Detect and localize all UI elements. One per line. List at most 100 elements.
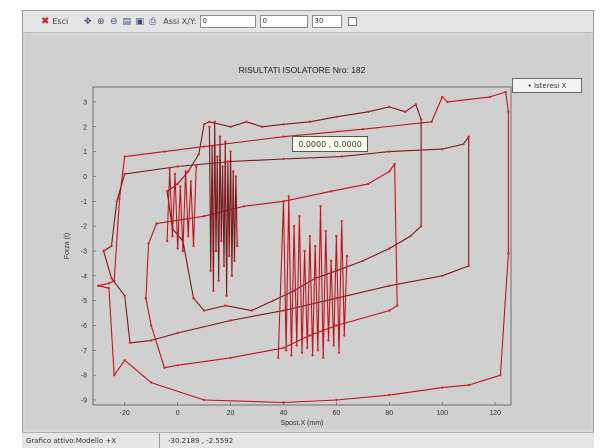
- x-tick-label: 120: [489, 410, 501, 417]
- data-point: [234, 175, 238, 178]
- data-point: [409, 234, 412, 238]
- data-point: [176, 331, 179, 335]
- data-point: [123, 294, 126, 297]
- data-point: [202, 123, 206, 126]
- data-point: [184, 170, 187, 173]
- data-point: [271, 299, 275, 302]
- copy-icon[interactable]: ▤: [122, 16, 131, 27]
- data-point: [165, 190, 169, 193]
- data-point: [155, 222, 158, 225]
- data-point: [173, 172, 177, 176]
- data-point: [192, 297, 195, 300]
- data-point: [210, 145, 214, 148]
- data-point: [324, 229, 327, 233]
- data-point: [298, 215, 301, 218]
- data-point: [176, 247, 179, 250]
- axes-max-field[interactable]: 30: [311, 15, 342, 28]
- data-point: [217, 279, 220, 282]
- data-point: [150, 339, 153, 342]
- save-icon[interactable]: ▣: [135, 16, 144, 27]
- x-tick-label: 60: [332, 410, 340, 417]
- data-point: [335, 297, 338, 300]
- exit-button[interactable]: ✖ Esci: [41, 16, 68, 27]
- data-point: [102, 249, 105, 253]
- axes-y-field[interactable]: 0: [259, 15, 308, 28]
- data-point: [388, 309, 391, 312]
- series-line: [145, 163, 398, 369]
- data-point: [303, 249, 306, 253]
- y-axis-ticks: 3 2 1 0 -1 -2 -3 -4 -5 -6 -7 -8 -9: [81, 99, 96, 405]
- exit-label: Esci: [52, 17, 69, 26]
- data-point: [366, 110, 370, 114]
- data-point: [229, 125, 232, 128]
- data-point: [340, 220, 343, 223]
- data-point: [388, 105, 391, 109]
- data-point: [419, 118, 423, 121]
- data-point: [214, 249, 218, 253]
- data-point: [361, 128, 364, 131]
- data-point: [462, 142, 465, 146]
- toolbar: ✖ Esci ✥ ⊕ ⊖ ▤ ▣ ⎙ Assi X/Y: 0 0 30: [23, 11, 593, 33]
- graph-window: ✖ Esci ✥ ⊕ ⊖ ▤ ▣ ⎙ Assi X/Y: 0 0 30 RISU…: [22, 10, 594, 444]
- data-point: [467, 264, 470, 268]
- y-tick-label: 1: [83, 149, 87, 156]
- data-point: [261, 125, 264, 128]
- x-tick-label: 100: [436, 410, 448, 417]
- data-point: [396, 304, 399, 307]
- data-point: [97, 284, 100, 287]
- data-point: [295, 344, 298, 347]
- data-point: [340, 155, 343, 158]
- data-point: [233, 259, 236, 263]
- axes-x-field[interactable]: 0: [199, 15, 256, 28]
- zoom-in-icon[interactable]: ⊕: [96, 16, 105, 27]
- y-tick-label: 2: [83, 124, 87, 131]
- data-point: [187, 234, 190, 238]
- data-point: [343, 334, 346, 337]
- axes-checkbox[interactable]: [347, 17, 357, 26]
- data-point: [229, 150, 232, 153]
- data-point: [123, 155, 126, 158]
- data-point: [110, 244, 113, 248]
- series-line: [166, 166, 197, 252]
- data-point: [388, 150, 391, 153]
- data-point: [202, 215, 206, 218]
- print-icon[interactable]: ⎙: [149, 16, 157, 27]
- pan-icon[interactable]: ✥: [83, 16, 92, 27]
- data-point: [306, 346, 309, 350]
- data-point: [308, 334, 312, 337]
- data-point: [441, 274, 444, 277]
- x-axis-label: Spost.X (mm): [281, 420, 324, 427]
- data-point: [221, 165, 224, 168]
- data-point: [187, 170, 190, 173]
- y-tick-label: -1: [81, 199, 87, 206]
- data-point: [192, 244, 195, 248]
- data-point: [229, 356, 232, 359]
- legend-isteresi-x-button[interactable]: • Isteresi X: [512, 78, 582, 93]
- data-point: [224, 304, 227, 307]
- data-point: [115, 200, 119, 203]
- data-point: [171, 234, 174, 238]
- data-point: [202, 309, 206, 312]
- data-point: [314, 244, 317, 248]
- data-point: [212, 289, 215, 292]
- y-tick-label: -6: [81, 323, 87, 330]
- series-line: [277, 195, 348, 359]
- data-point: [197, 152, 200, 156]
- x-tick-label: 20: [227, 410, 235, 417]
- data-point: [308, 234, 312, 238]
- data-point: [316, 349, 320, 352]
- data-point: [163, 366, 166, 369]
- data-point: [388, 393, 391, 397]
- data-point: [181, 249, 185, 253]
- data-point: [128, 341, 132, 345]
- plot-border: [92, 86, 512, 406]
- data-point: [226, 160, 230, 163]
- x-tick-label: 40: [280, 410, 288, 417]
- zoom-out-icon[interactable]: ⊖: [109, 16, 118, 27]
- data-point: [242, 205, 245, 208]
- data-point: [335, 398, 338, 402]
- data-point: [228, 254, 231, 258]
- data-point: [144, 297, 148, 300]
- data-point: [113, 374, 116, 377]
- data-point: [282, 135, 285, 138]
